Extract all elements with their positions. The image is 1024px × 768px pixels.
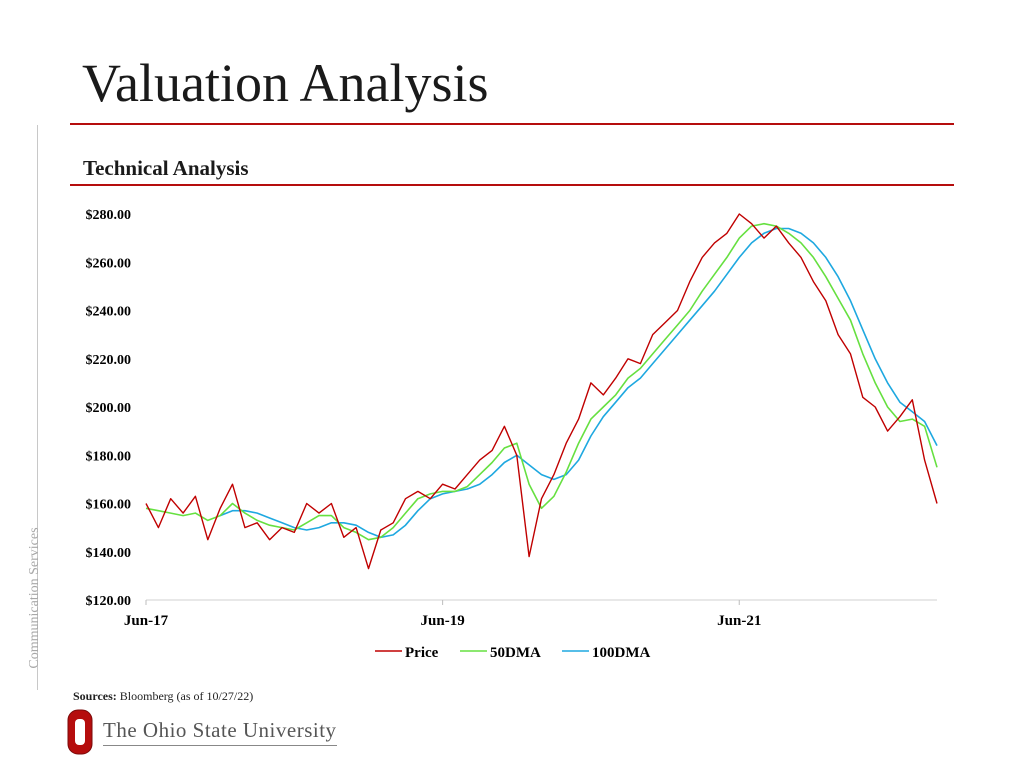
- logo-text: The Ohio State University: [103, 718, 337, 746]
- y-tick-label: $240.00: [86, 305, 132, 320]
- legend-label-50dma: 50DMA: [490, 645, 541, 661]
- series-line-50dma: [145, 222, 938, 541]
- y-tick-label: $220.00: [86, 353, 132, 368]
- y-tick-label: $200.00: [86, 401, 132, 416]
- y-tick-label: $280.00: [86, 208, 132, 223]
- series-layer: [145, 213, 938, 570]
- x-tick-label: Jun-19: [421, 613, 465, 629]
- x-tick-label: Jun-17: [124, 613, 169, 629]
- section-title: Technical Analysis: [83, 156, 249, 180]
- page-title: Valuation Analysis: [82, 53, 489, 113]
- section-divider: [70, 184, 954, 186]
- y-tick-label: $160.00: [86, 498, 132, 513]
- series-line-100dma: [219, 227, 938, 539]
- x-tick-label: Jun-21: [717, 613, 761, 629]
- legend-label-100dma: 100DMA: [592, 645, 650, 661]
- legend-label-price: Price: [405, 645, 439, 661]
- sources-text: Bloomberg (as of 10/27/22): [119, 689, 254, 703]
- y-tick-label: $120.00: [86, 594, 132, 609]
- chart-legend: Price 50DMA 100DMA: [375, 645, 650, 661]
- y-axis: $120.00 $140.00 $160.00 $180.00 $200.00 $220.…: [86, 208, 132, 609]
- title-divider: [70, 123, 954, 125]
- block-o-icon: [67, 709, 93, 755]
- x-axis: Jun-17 Jun-19 Jun-21: [124, 599, 937, 629]
- technical-analysis-chart: $120.00 $140.00 $160.00 $180.00 $200.00 $220.…: [86, 208, 938, 661]
- side-rule: [37, 125, 38, 690]
- y-tick-label: $180.00: [86, 449, 132, 464]
- side-label: Communication Services: [27, 527, 42, 669]
- series-line-price: [145, 213, 938, 570]
- university-logo: The Ohio State University: [67, 708, 337, 756]
- y-tick-label: $140.00: [86, 546, 132, 561]
- sources-label: Sources:: [73, 689, 117, 703]
- sources-note: Sources: Bloomberg (as of 10/27/22): [73, 689, 253, 704]
- y-tick-label: $260.00: [86, 256, 132, 271]
